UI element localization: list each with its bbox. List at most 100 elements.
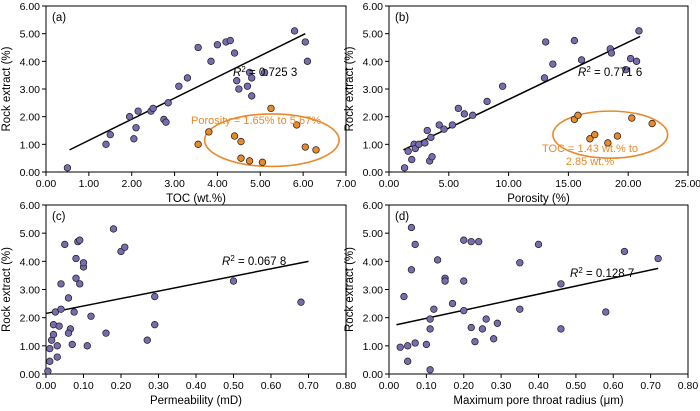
y-tick-label: 6.00 <box>363 200 384 212</box>
data-point-purple <box>433 256 442 264</box>
y-tick-label: 1.00 <box>363 139 384 151</box>
y-tick-label: 3.00 <box>363 285 384 297</box>
data-point-orange <box>267 104 275 113</box>
data-point-purple <box>408 155 416 164</box>
r-squared-value: = 0.067 8 <box>235 256 286 268</box>
data-point-purple <box>626 54 635 63</box>
data-point-purple <box>72 274 80 282</box>
data-point-purple <box>151 292 159 301</box>
y-axis-label: Rock extract (%) <box>1 247 13 332</box>
data-point-purple <box>428 153 436 161</box>
highlight-ellipse <box>552 110 669 159</box>
data-point-purple <box>51 308 60 316</box>
data-point-purple <box>483 97 491 106</box>
x-tick-label: 6.00 <box>293 178 314 190</box>
x-tick-label: 0.40 <box>528 380 549 392</box>
chart-panel-2: 0.00 5.00 10.00 15.00 20.00 25.000.001.002.00… <box>344 1 700 205</box>
data-point-purple <box>57 280 65 288</box>
data-point-purple <box>248 74 256 82</box>
data-point-purple <box>46 357 54 365</box>
data-point-purple <box>76 236 84 244</box>
x-tick-label: 3.00 <box>164 178 185 190</box>
data-point-purple <box>207 57 215 65</box>
data-point-purple <box>475 237 483 246</box>
data-point-purple <box>290 27 299 35</box>
data-point-purple <box>423 126 431 135</box>
data-point-purple <box>55 322 63 330</box>
data-point-purple <box>49 330 58 339</box>
data-point-purple <box>454 104 463 113</box>
data-point-purple <box>260 68 269 77</box>
data-point-purple <box>404 147 412 155</box>
data-point-purple <box>68 340 76 349</box>
panel-label: (c) <box>52 211 66 223</box>
regression-line <box>45 260 309 315</box>
x-tick-label: 15.00 <box>555 178 581 190</box>
y-axis-label: Rock extract (%) <box>344 46 356 131</box>
y-tick-label: 1.00 <box>20 139 41 151</box>
data-point-purple <box>134 107 142 115</box>
y-tick-label: 3.00 <box>20 285 41 297</box>
data-point-purple <box>233 77 241 85</box>
data-point-purple <box>64 294 73 302</box>
r-squared-exponent: 2 <box>230 254 235 263</box>
data-point-purple <box>87 312 95 320</box>
x-tick-label: 0.00 <box>379 178 400 190</box>
data-point-purple <box>53 353 61 361</box>
data-point-purple <box>301 38 309 46</box>
regression-line <box>69 32 306 151</box>
plot-frame <box>45 204 347 375</box>
x-axis-label: Permeability (mD) <box>150 395 242 407</box>
data-point-purple <box>235 85 243 93</box>
y-tick-label: 5.00 <box>20 29 41 41</box>
data-point-purple <box>72 254 80 263</box>
r-squared-symbol: R <box>233 67 241 79</box>
data-point-purple <box>426 366 434 374</box>
y-tick-label: 2.00 <box>363 112 384 124</box>
data-point-purple <box>430 305 438 313</box>
data-point-purple <box>229 277 238 285</box>
x-tick-label: 0.70 <box>640 380 661 392</box>
r-squared-label: R2 = 0.067 8 <box>222 254 286 269</box>
data-point-purple <box>469 111 477 119</box>
x-tick-label: 0.20 <box>111 380 132 392</box>
data-point-purple <box>175 82 183 90</box>
data-point-purple <box>213 41 222 49</box>
data-point-purple <box>400 292 408 301</box>
data-point-purple <box>622 65 630 74</box>
x-tick-label: 0.00 <box>379 380 400 392</box>
data-point-purple <box>498 82 507 90</box>
y-tick-label: 4.00 <box>20 256 41 268</box>
x-tick-label: 4.00 <box>207 178 228 190</box>
y-tick-label: 4.00 <box>363 56 384 68</box>
y-tick-label: 4.00 <box>20 56 41 68</box>
data-point-purple <box>46 345 54 353</box>
data-point-purple <box>542 38 550 46</box>
data-point-purple <box>44 367 52 375</box>
data-point-purple <box>460 236 468 244</box>
data-point-purple <box>471 337 479 346</box>
data-point-purple <box>132 124 140 132</box>
r-squared-symbol: R <box>222 256 230 268</box>
data-point-purple <box>632 57 641 65</box>
r-squared-label: R2 = 0.771 6 <box>578 65 642 80</box>
y-tick-label: 1.00 <box>20 341 41 353</box>
data-point-purple <box>109 225 118 233</box>
data-point-purple <box>557 280 565 288</box>
x-axis-label: Porosity (%) <box>507 193 570 205</box>
data-point-purple <box>435 121 443 129</box>
data-point-purple <box>102 140 110 148</box>
y-tick-label: 0.00 <box>20 167 41 179</box>
panel-label: (b) <box>395 12 409 24</box>
x-tick-label: 25.00 <box>675 178 700 190</box>
data-point-purple <box>460 306 468 315</box>
panel-label: (a) <box>52 12 66 24</box>
data-point-purple <box>76 280 84 288</box>
data-point-purple <box>441 277 449 285</box>
data-point-purple <box>63 164 72 172</box>
data-point-purple <box>411 339 419 347</box>
data-point-purple <box>415 140 423 148</box>
x-tick-label: 0.00 <box>36 380 57 392</box>
r-squared-exponent: 2 <box>241 65 246 74</box>
